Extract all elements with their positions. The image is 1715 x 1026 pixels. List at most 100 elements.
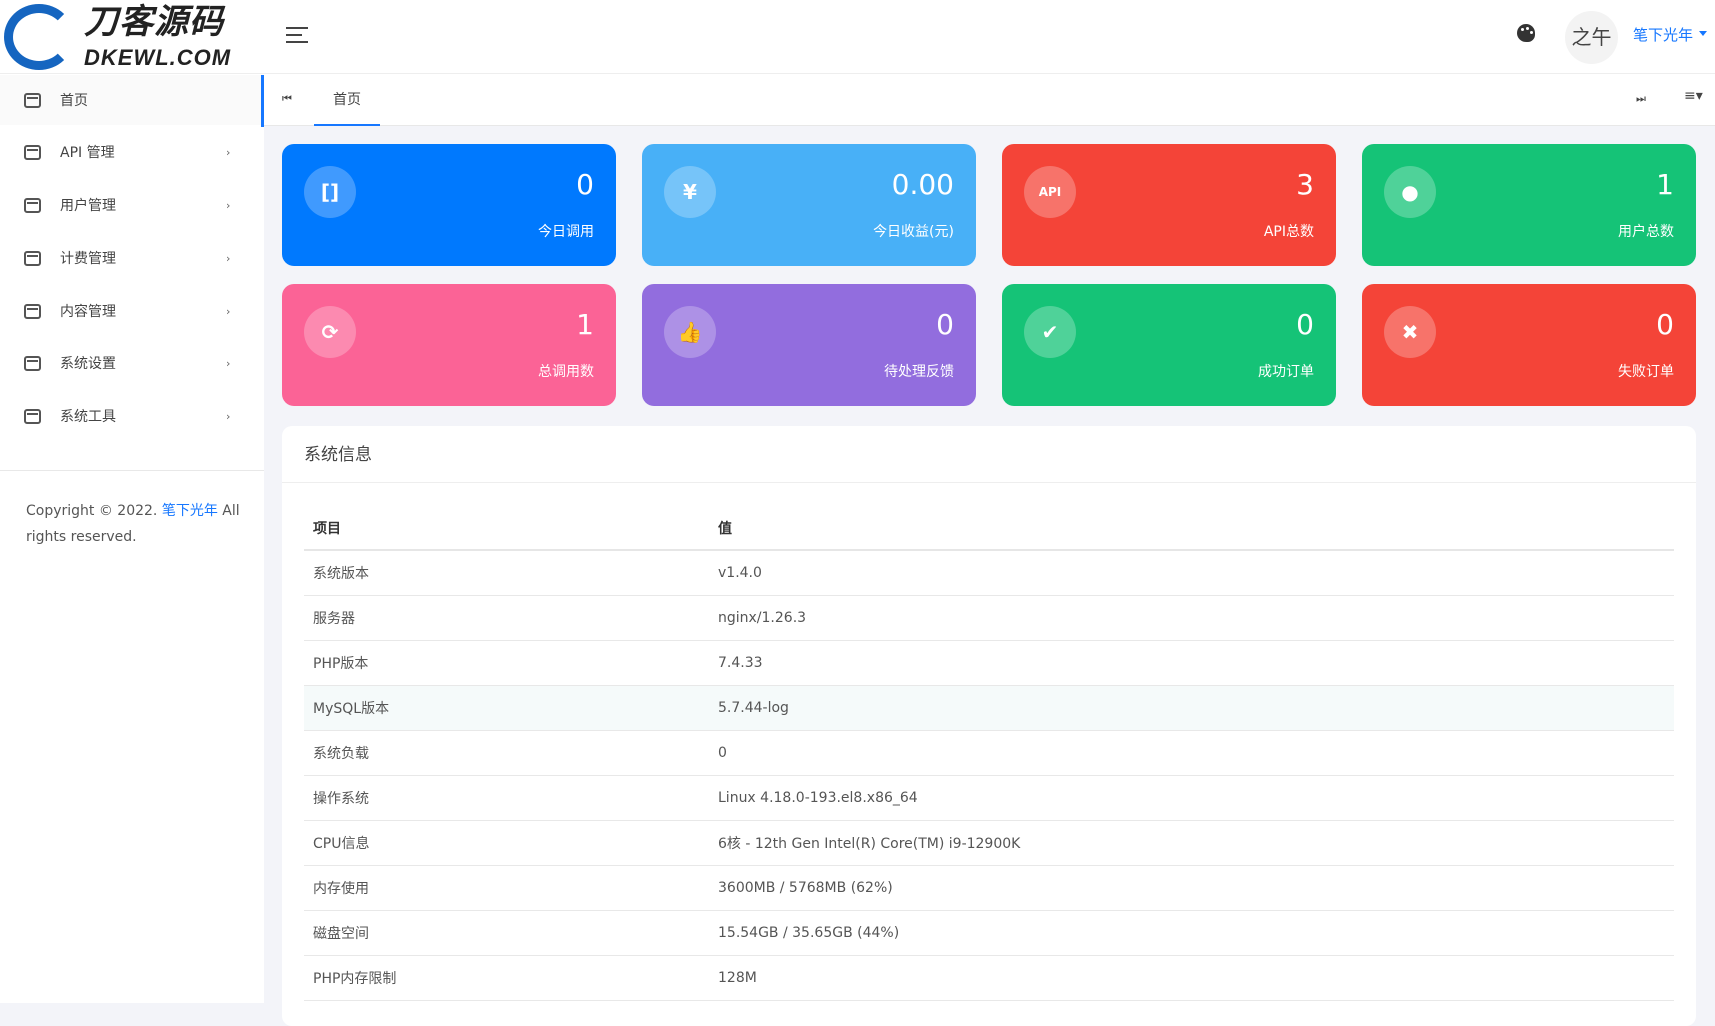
- sidebar-item[interactable]: 计费管理 ›: [0, 233, 264, 283]
- thumbs-up-icon: 👍: [664, 306, 716, 358]
- item-cell: CPU信息: [304, 820, 709, 866]
- table-row: 系统负载 0: [304, 730, 1674, 776]
- stat-value: 1: [576, 308, 594, 341]
- column-header: 项目: [304, 506, 709, 551]
- copyright-link[interactable]: 笔下光年: [161, 503, 218, 519]
- sidebar-item-label: 用户管理: [60, 198, 116, 214]
- stat-card: ¥0.00 今日收益(元): [642, 144, 976, 266]
- table-row: CPU信息 6核 - 12th Gen Intel(R) Core(TM) i9-…: [304, 820, 1674, 866]
- value-cell: 0: [709, 730, 1674, 776]
- stat-card: [] 0 今日调用: [282, 144, 616, 266]
- logo[interactable]: 刀客源码 DKEWL.COM: [0, 0, 264, 74]
- value-cell: nginx/1.26.3: [709, 595, 1674, 641]
- panel-divider: [282, 482, 1696, 483]
- user-dropdown[interactable]: 笔下光年: [1633, 25, 1707, 45]
- logo-en: DKEWL.COM: [84, 45, 232, 70]
- calendar-icon: [24, 250, 41, 266]
- item-cell: PHP内存限制: [304, 955, 709, 1001]
- sidebar-item[interactable]: 系统设置 ›: [0, 338, 264, 388]
- menu-toggle-icon[interactable]: [286, 27, 308, 45]
- item-cell: MySQL版本: [304, 685, 709, 731]
- item-cell: 服务器: [304, 595, 709, 641]
- sidebar-divider: [0, 470, 264, 471]
- stat-label: 用户总数: [1618, 224, 1674, 240]
- stat-card: ✖ 0 失败订单: [1362, 284, 1696, 406]
- stat-label: 今日调用: [538, 224, 594, 240]
- value-cell: 6核 - 12th Gen Intel(R) Core(TM) i9-12900…: [709, 820, 1674, 866]
- api-icon: API: [1024, 166, 1076, 218]
- sidebar-item[interactable]: 首页: [0, 75, 264, 127]
- chevron-right-icon: ›: [226, 304, 231, 318]
- sidebar-item-label: 首页: [60, 93, 88, 109]
- sidebar: Copyright © 2022. 笔下光年 All rights reserv…: [0, 74, 264, 1003]
- sidebar-item[interactable]: 用户管理 ›: [0, 180, 264, 230]
- calendar-icon: [24, 408, 41, 424]
- chevron-right-icon: ›: [226, 198, 231, 212]
- system-info-panel: 系统信息 项目值 系统版本 v1.4.0 服务器 nginx/1.26.3 PHP版本 7…: [282, 426, 1696, 1026]
- value-cell: Linux 4.18.0-193.el8.x86_64: [709, 775, 1674, 821]
- calendar-icon: [24, 197, 41, 213]
- item-cell: PHP版本: [304, 640, 709, 686]
- item-cell: 系统版本: [304, 550, 709, 596]
- stat-value: 0: [1296, 308, 1314, 341]
- stat-card: ● 1 用户总数: [1362, 144, 1696, 266]
- chevron-right-icon: ›: [226, 145, 231, 159]
- table-row: 磁盘空间 15.54GB / 35.65GB (44%): [304, 910, 1674, 956]
- value-cell: 5.7.44-log: [709, 685, 1674, 731]
- tab-menu-icon[interactable]: ≡▾: [1684, 88, 1703, 104]
- palette-icon[interactable]: [1517, 24, 1535, 42]
- copyright: Copyright © 2022. 笔下光年 All rights reserv…: [26, 503, 240, 545]
- sidebar-item-label: 内容管理: [60, 304, 116, 320]
- table-row: 内存使用 3600MB / 5768MB (62%): [304, 865, 1674, 911]
- sidebar-item-label: 系统设置: [60, 356, 116, 372]
- chevron-right-icon: ›: [226, 409, 231, 423]
- calendar-icon: [24, 303, 41, 319]
- stat-label: API总数: [1263, 224, 1314, 240]
- tab-bar: ⏮ 首页 ⏭ ≡▾: [264, 74, 1715, 126]
- stat-value: 0: [936, 308, 954, 341]
- item-cell: 磁盘空间: [304, 910, 709, 956]
- stat-label: 失败订单: [1618, 364, 1674, 380]
- stat-label: 待处理反馈: [884, 364, 954, 380]
- value-cell: 15.54GB / 35.65GB (44%): [709, 910, 1674, 956]
- calendar-icon: [24, 144, 41, 160]
- table-row: 服务器 nginx/1.26.3: [304, 595, 1674, 641]
- item-cell: 操作系统: [304, 775, 709, 821]
- home-icon: [24, 92, 41, 108]
- stat-value: 3: [1296, 168, 1314, 201]
- table-row: 系统版本 v1.4.0: [304, 550, 1674, 596]
- sidebar-item[interactable]: API 管理 ›: [0, 127, 264, 177]
- table-row: PHP内存限制 128M: [304, 955, 1674, 1001]
- sidebar-item-label: 系统工具: [60, 409, 116, 425]
- scroll-first-icon[interactable]: ⏮: [282, 92, 292, 105]
- sidebar-item[interactable]: 系统工具 ›: [0, 391, 264, 441]
- top-header: 刀客源码 DKEWL.COM 之午 笔下光年: [0, 0, 1715, 74]
- system-info-table: 项目值 系统版本 v1.4.0 服务器 nginx/1.26.3 PHP版本 7.4.33…: [304, 506, 1674, 1001]
- value-cell: 3600MB / 5768MB (62%): [709, 865, 1674, 911]
- scroll-last-icon[interactable]: ⏭: [1636, 92, 1646, 105]
- stat-value: 0.00: [891, 168, 954, 201]
- x-circle-icon: ✖: [1384, 306, 1436, 358]
- sidebar-item[interactable]: 内容管理 ›: [0, 286, 264, 336]
- value-cell: v1.4.0: [709, 550, 1674, 596]
- stat-card: 👍 0 待处理反馈: [642, 284, 976, 406]
- item-cell: 系统负载: [304, 730, 709, 776]
- logo-cn: 刀客源码: [84, 2, 224, 42]
- panel-title: 系统信息: [304, 445, 372, 465]
- logo-mark: [4, 4, 74, 70]
- check-circle-icon: ✔: [1024, 306, 1076, 358]
- chevron-right-icon: ›: [226, 356, 231, 370]
- user-icon: ●: [1384, 166, 1436, 218]
- tab-home[interactable]: 首页: [314, 74, 380, 126]
- stat-value: 0: [576, 168, 594, 201]
- sidebar-item-label: 计费管理: [60, 251, 116, 267]
- table-row: 操作系统 Linux 4.18.0-193.el8.x86_64: [304, 775, 1674, 821]
- stat-card: API 3 API总数: [1002, 144, 1336, 266]
- table-row: PHP版本 7.4.33: [304, 640, 1674, 686]
- avatar[interactable]: 之午: [1565, 11, 1618, 64]
- stat-label: 成功订单: [1258, 364, 1314, 380]
- item-cell: 内存使用: [304, 865, 709, 911]
- table-row: MySQL版本 5.7.44-log: [304, 685, 1674, 731]
- stat-value: 0: [1656, 308, 1674, 341]
- calendar-icon: [24, 355, 41, 371]
